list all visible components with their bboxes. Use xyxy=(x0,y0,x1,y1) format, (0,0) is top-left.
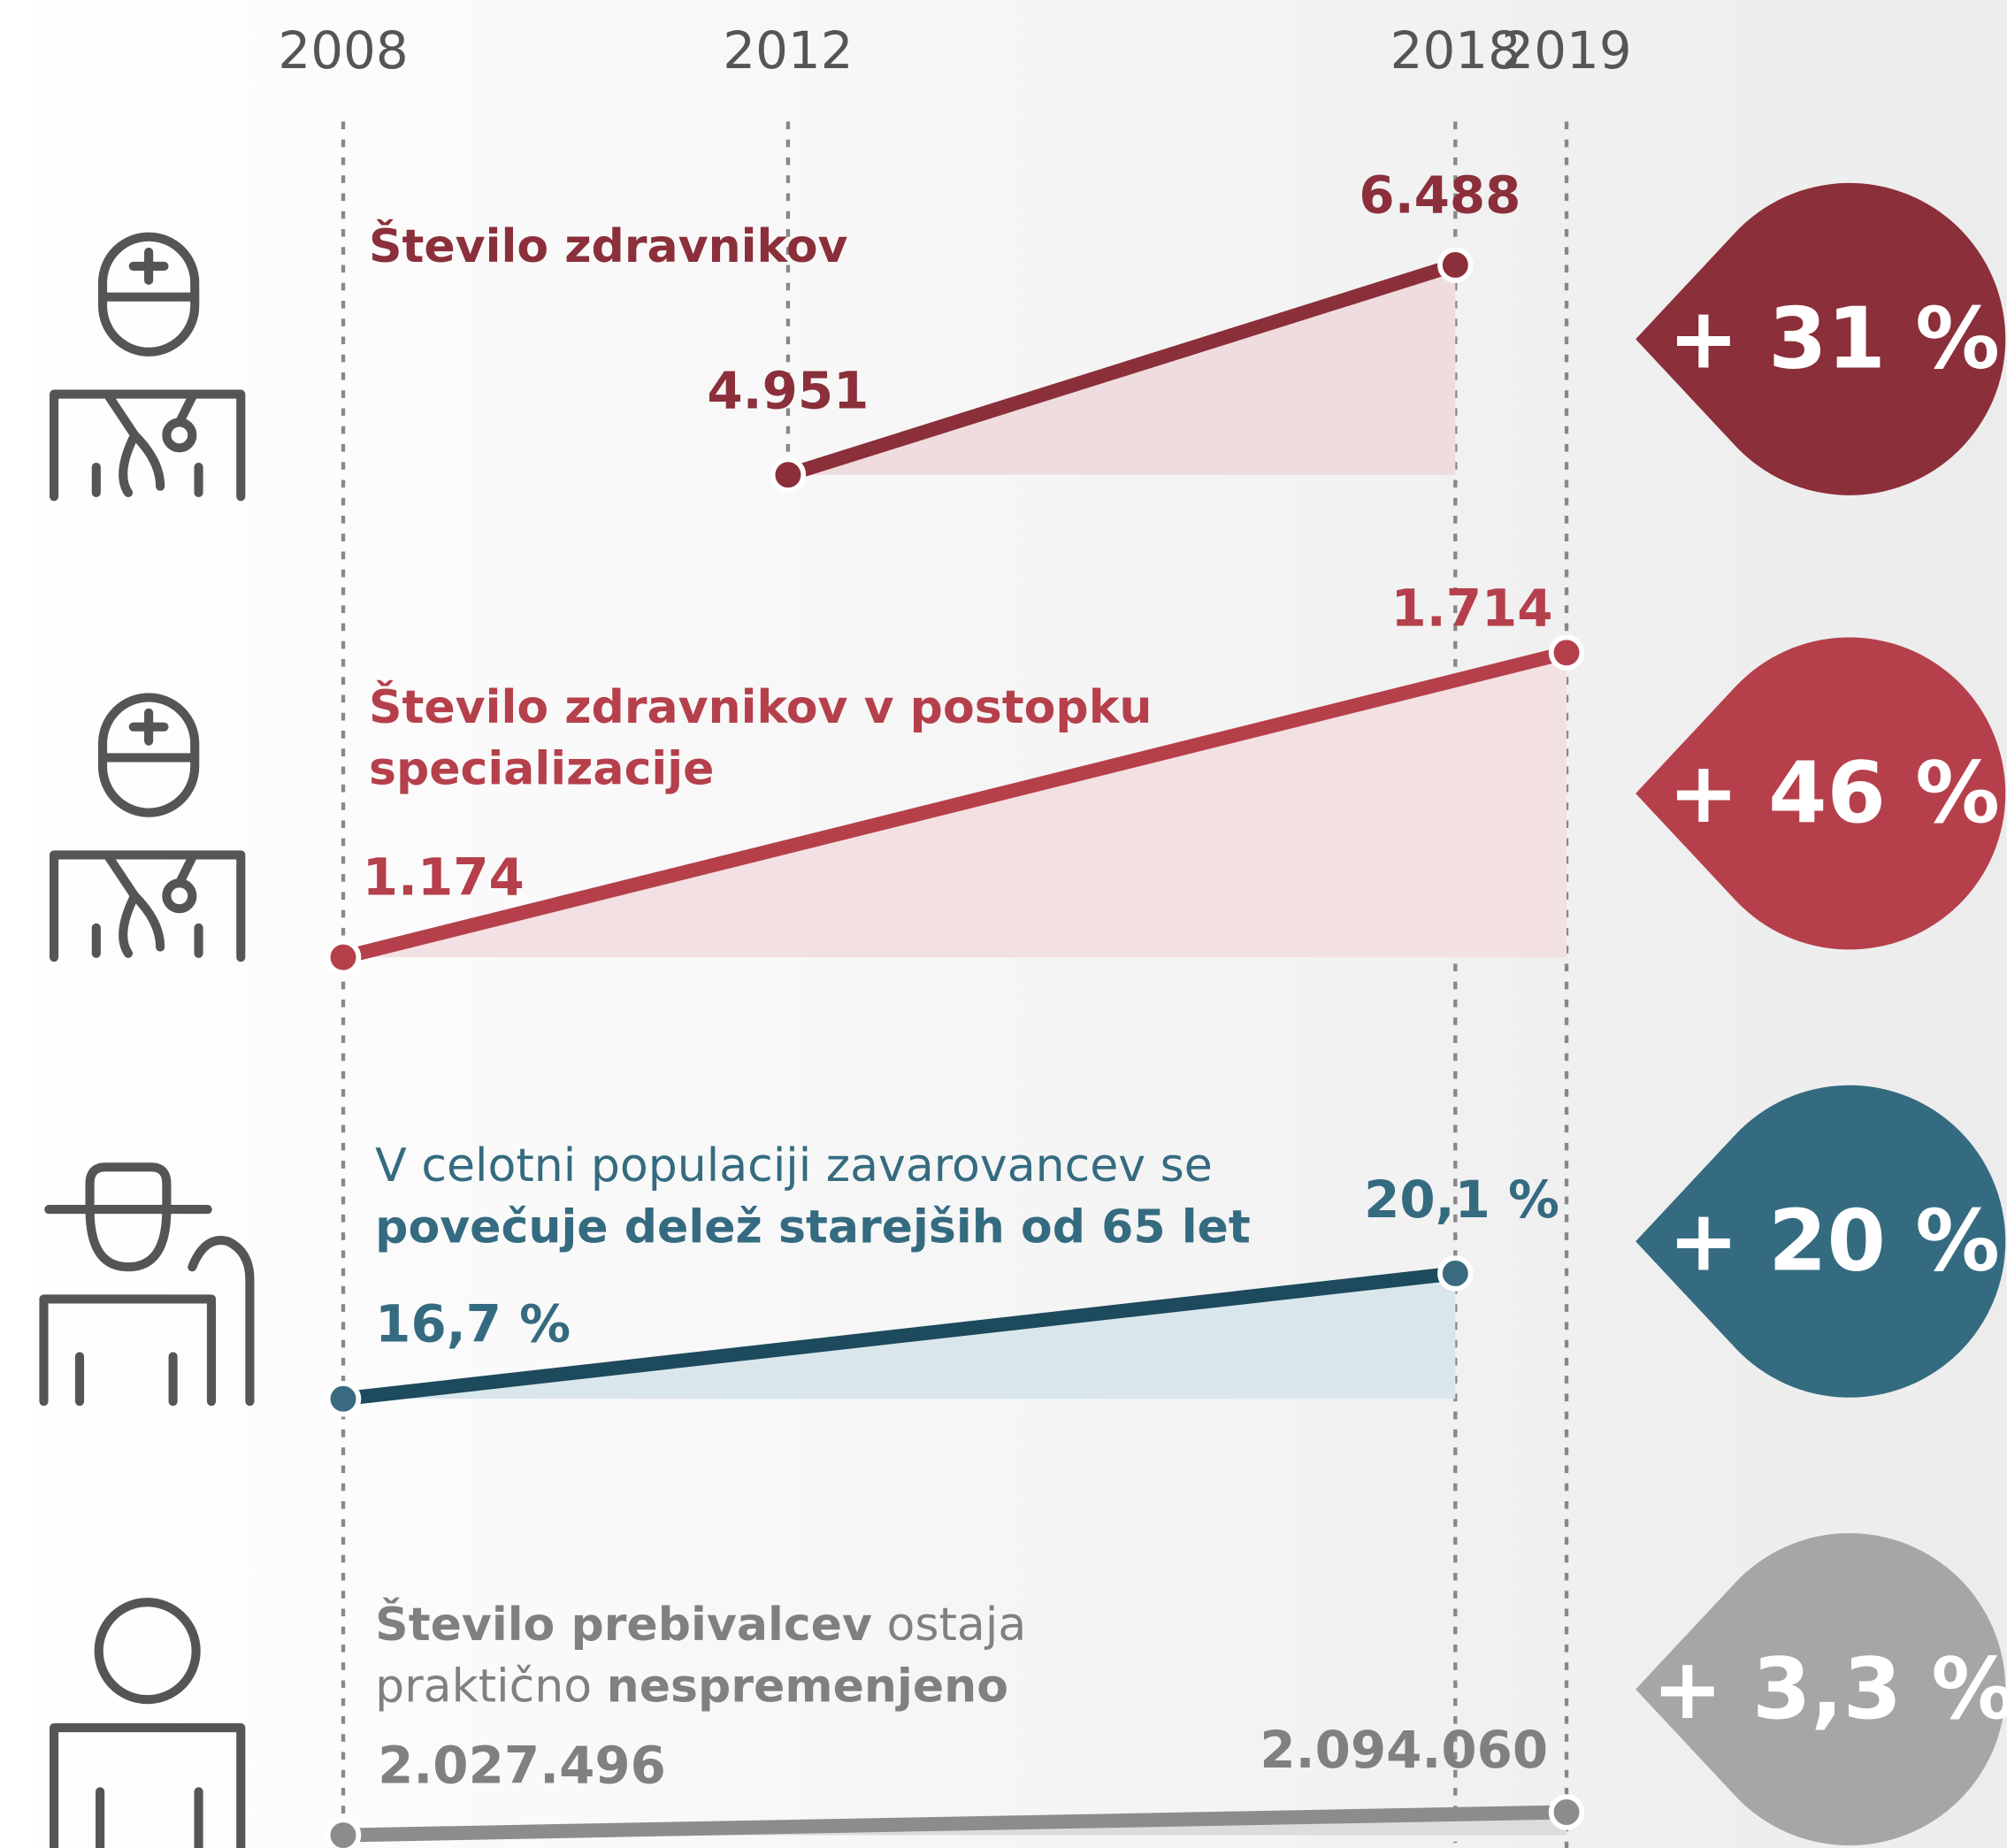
elderly-icon xyxy=(39,1162,255,1407)
x-tick-label: 2019 xyxy=(1501,20,1631,81)
change-badge xyxy=(1635,1533,2006,1846)
value-label: 2.094.060 xyxy=(1260,1720,1548,1780)
panel-title: specializacije xyxy=(369,742,715,795)
change-label: + 46 % xyxy=(1668,743,2000,842)
doctor-icon xyxy=(50,693,246,962)
change-badge xyxy=(1635,182,2006,495)
panel-title: povečuje delež starejših od 65 let xyxy=(375,1200,1251,1254)
panel-title: Število prebivalcev ostaja xyxy=(375,1598,1026,1652)
point xyxy=(1548,634,1585,671)
icons xyxy=(39,232,255,1848)
title-part: povečuje delež starejših od 65 let xyxy=(375,1200,1251,1254)
point xyxy=(1437,1255,1474,1292)
value-label: 1.174 xyxy=(363,847,525,907)
x-tick-label: 2008 xyxy=(278,20,408,81)
x-tick-label: 2018 xyxy=(1390,20,1521,81)
point xyxy=(770,456,807,493)
panel-title: Število zdravnikov v postopku xyxy=(369,680,1152,734)
change-label: + 20 % xyxy=(1668,1191,2000,1290)
change-badge xyxy=(1635,1085,2006,1398)
value-label: 1.714 xyxy=(1390,579,1552,639)
change-label: + 3,3 % xyxy=(1652,1639,2007,1738)
value-label: 6.488 xyxy=(1359,165,1521,225)
title-part: Število zdravnikov xyxy=(369,219,848,273)
line xyxy=(785,257,1458,482)
line xyxy=(341,646,1568,964)
doctor-icon xyxy=(50,232,246,502)
title-part: specializacije xyxy=(369,742,715,795)
value-label: 16,7 % xyxy=(375,1293,571,1353)
line xyxy=(342,1805,1567,1843)
panel-title: Število zdravnikov xyxy=(369,219,848,273)
point xyxy=(325,939,362,976)
x-tick-label: 2012 xyxy=(723,20,853,81)
point xyxy=(1548,1794,1585,1830)
person-icon xyxy=(50,1598,246,1848)
change-label: + 31 % xyxy=(1668,289,2000,388)
area xyxy=(343,1273,1456,1399)
title-part: Število prebivalcev xyxy=(375,1598,872,1652)
title-part: praktično xyxy=(375,1660,606,1714)
title-part: V celotni populaciji zavarovancev se xyxy=(375,1139,1213,1192)
title-part: ostaja xyxy=(872,1599,1026,1652)
point xyxy=(325,1817,362,1848)
title-part: nespremenjeno xyxy=(607,1660,1008,1714)
point xyxy=(1437,247,1474,283)
value-label: 2.027.496 xyxy=(378,1735,666,1795)
line xyxy=(342,1266,1457,1407)
point xyxy=(325,1380,362,1417)
change-badge xyxy=(1635,637,2006,950)
panel-title: V celotni populaciji zavarovancev se xyxy=(375,1139,1213,1192)
value-label: 20,1 % xyxy=(1364,1169,1559,1230)
panel-title: praktično nespremenjeno xyxy=(375,1660,1008,1714)
title-part: Število zdravnikov v postopku xyxy=(369,680,1152,734)
value-label: 4.951 xyxy=(707,361,869,421)
